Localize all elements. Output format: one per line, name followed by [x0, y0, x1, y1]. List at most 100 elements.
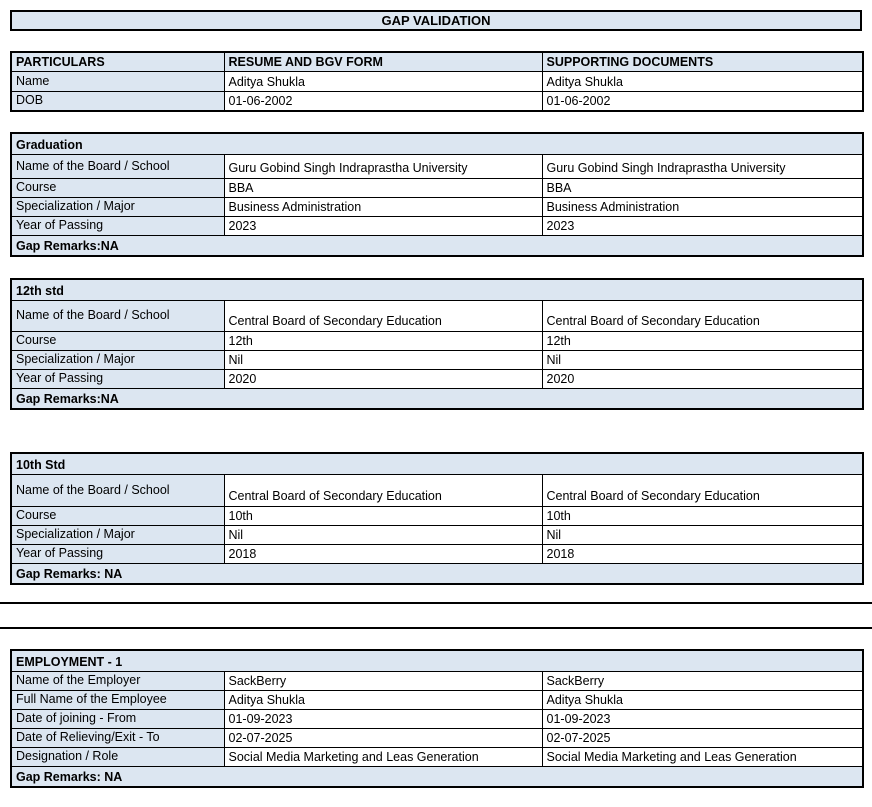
resume-value: Aditya Shukla [223, 70, 543, 92]
page-title: GAP VALIDATION [10, 10, 862, 31]
resume-value: 01-09-2023 [223, 708, 543, 729]
supporting-value: SackBerry [541, 670, 864, 691]
gap-validation-sheet: GAP VALIDATION PARTICULARS RESUME AND BG… [0, 10, 872, 788]
table-row-board-school: Name of the Board / School Guru Gobind S… [10, 153, 864, 179]
gap-remarks-row: Gap Remarks: NA [10, 765, 864, 788]
section-title: 12th std [10, 278, 864, 301]
resume-value: 2023 [223, 215, 543, 236]
row-label: Course [10, 177, 225, 198]
section-title: Graduation [10, 132, 864, 155]
supporting-value: Central Board of Secondary Education [541, 473, 864, 507]
col-header-supporting-docs: SUPPORTING DOCUMENTS [541, 51, 864, 72]
row-label: Name of the Board / School [10, 299, 225, 332]
supporting-value: Business Administration [541, 196, 864, 217]
section-table-10th-std: 10th Std Name of the Board / School Cent… [10, 452, 865, 585]
particulars-table: PARTICULARS RESUME AND BGV FORM SUPPORTI… [10, 51, 864, 112]
row-label: Specialization / Major [10, 524, 225, 545]
col-header-resume-bgv: RESUME AND BGV FORM [223, 51, 543, 72]
supporting-value: 10th [541, 505, 864, 526]
supporting-value: 2020 [541, 368, 864, 389]
table-row-specialization: Specialization / Major Business Administ… [10, 196, 864, 217]
row-label: Course [10, 505, 225, 526]
row-label: DOB [10, 90, 225, 112]
row-label: Date of joining - From [10, 708, 225, 729]
resume-value: Business Administration [223, 196, 543, 217]
section-title: 10th Std [10, 452, 864, 475]
supporting-value: Nil [541, 349, 864, 370]
table-row-year-of-passing: Year of Passing 2023 2023 [10, 215, 864, 236]
gap-remarks: Gap Remarks: NA [10, 562, 864, 585]
table-row-designation: Designation / Role Social Media Marketin… [10, 746, 864, 767]
resume-value: Nil [223, 524, 543, 545]
resume-value: Nil [223, 349, 543, 370]
table-row-employee-name: Full Name of the Employee Aditya Shukla … [10, 689, 864, 710]
resume-value: 2018 [223, 543, 543, 564]
resume-value: 01-06-2002 [223, 90, 543, 112]
resume-value: Aditya Shukla [223, 689, 543, 710]
gap-remarks-row: Gap Remarks:NA [10, 387, 864, 410]
row-label: Specialization / Major [10, 349, 225, 370]
supporting-value: Nil [541, 524, 864, 545]
supporting-value: 2018 [541, 543, 864, 564]
row-label: Year of Passing [10, 368, 225, 389]
section-title-row: Graduation [10, 132, 864, 155]
resume-value: BBA [223, 177, 543, 198]
table-row-specialization: Specialization / Major Nil Nil [10, 349, 864, 370]
row-label: Full Name of the Employee [10, 689, 225, 710]
section-title-row: 10th Std [10, 452, 864, 475]
table-row-course: Course BBA BBA [10, 177, 864, 198]
gap-remarks: Gap Remarks:NA [10, 387, 864, 410]
table-row-dob: DOB 01-06-2002 01-06-2002 [10, 90, 864, 112]
resume-value: Central Board of Secondary Education [223, 299, 543, 332]
supporting-value: BBA [541, 177, 864, 198]
supporting-value: 02-07-2025 [541, 727, 864, 748]
table-row-specialization: Specialization / Major Nil Nil [10, 524, 864, 545]
table-row-employer: Name of the Employer SackBerry SackBerry [10, 670, 864, 691]
gap-remarks: Gap Remarks:NA [10, 234, 864, 257]
section-table-12th-std: 12th std Name of the Board / School Cent… [10, 278, 864, 410]
row-label: Specialization / Major [10, 196, 225, 217]
row-label: Name of the Employer [10, 670, 225, 691]
resume-value: 2020 [223, 368, 543, 389]
col-header-particulars: PARTICULARS [10, 51, 225, 72]
table-row-board-school: Name of the Board / School Central Board… [10, 473, 864, 507]
row-label: Name of the Board / School [10, 153, 225, 179]
row-label: Date of Relieving/Exit - To [10, 727, 225, 748]
row-label: Designation / Role [10, 746, 225, 767]
divider-band [0, 602, 872, 629]
supporting-value: Central Board of Secondary Education [541, 299, 864, 332]
table-header-row: PARTICULARS RESUME AND BGV FORM SUPPORTI… [10, 51, 864, 72]
gap-remarks-row: Gap Remarks: NA [10, 562, 864, 585]
supporting-value: 2023 [541, 215, 864, 236]
table-row-course: Course 10th 10th [10, 505, 864, 526]
section-title: EMPLOYMENT - 1 [10, 649, 864, 672]
table-row-year-of-passing: Year of Passing 2020 2020 [10, 368, 864, 389]
section-title-row: 12th std [10, 278, 864, 301]
gap-remarks-row: Gap Remarks:NA [10, 234, 864, 257]
resume-value: 10th [223, 505, 543, 526]
row-label: Year of Passing [10, 215, 225, 236]
table-row-date-of-relieving: Date of Relieving/Exit - To 02-07-2025 0… [10, 727, 864, 748]
table-row-date-of-joining: Date of joining - From 01-09-2023 01-09-… [10, 708, 864, 729]
row-label: Course [10, 330, 225, 351]
resume-value: 12th [223, 330, 543, 351]
resume-value: 02-07-2025 [223, 727, 543, 748]
resume-value: SackBerry [223, 670, 543, 691]
row-label: Year of Passing [10, 543, 225, 564]
supporting-value: Aditya Shukla [541, 689, 864, 710]
table-row-year-of-passing: Year of Passing 2018 2018 [10, 543, 864, 564]
table-row-name: Name Aditya Shukla Aditya Shukla [10, 70, 864, 92]
row-label: Name [10, 70, 225, 92]
table-row-course: Course 12th 12th [10, 330, 864, 351]
resume-value: Social Media Marketing and Leas Generati… [223, 746, 543, 767]
resume-value: Guru Gobind Singh Indraprastha Universit… [223, 153, 543, 179]
supporting-value: Social Media Marketing and Leas Generati… [541, 746, 864, 767]
resume-value: Central Board of Secondary Education [223, 473, 543, 507]
supporting-value: 01-06-2002 [541, 90, 864, 112]
table-row-board-school: Name of the Board / School Central Board… [10, 299, 864, 332]
supporting-value: Guru Gobind Singh Indraprastha Universit… [541, 153, 864, 179]
supporting-value: 12th [541, 330, 864, 351]
gap-remarks: Gap Remarks: NA [10, 765, 864, 788]
supporting-value: 01-09-2023 [541, 708, 864, 729]
section-table-graduation: Graduation Name of the Board / School Gu… [10, 132, 865, 257]
